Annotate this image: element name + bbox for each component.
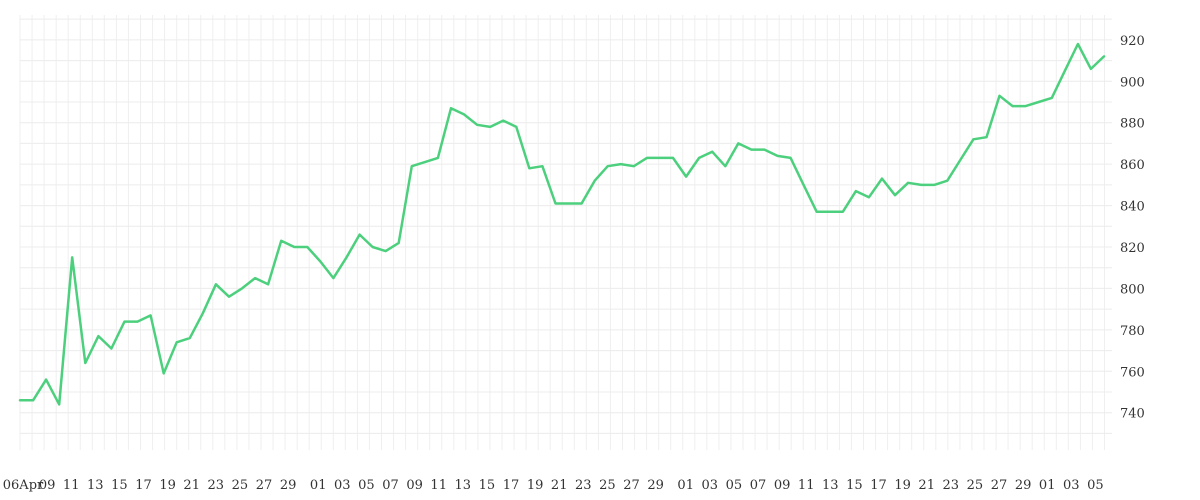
x-tick-label: 17 (503, 478, 520, 493)
x-tick-label: 13 (455, 478, 472, 493)
x-tick-label: 03 (334, 478, 351, 493)
x-tick-label: 01 (677, 478, 694, 493)
x-tick-label: 25 (967, 478, 984, 493)
x-tick-label: 29 (647, 478, 664, 493)
x-tick-label: 09 (39, 478, 56, 493)
x-tick-label: 13 (87, 478, 104, 493)
x-tick-label: 27 (623, 478, 640, 493)
y-tick-label: 840 (1120, 200, 1145, 215)
x-tick-label: 11 (63, 478, 80, 493)
y-tick-label: 860 (1120, 158, 1145, 173)
y-tick-label: 780 (1120, 324, 1145, 339)
x-tick-label: 17 (135, 478, 152, 493)
x-tick-label: 23 (943, 478, 960, 493)
x-tick-label: 29 (280, 478, 297, 493)
x-tick-label: 03 (702, 478, 719, 493)
y-tick-label: 880 (1120, 117, 1145, 132)
x-tick-label: 05 (358, 478, 375, 493)
x-tick-label: 05 (1087, 478, 1104, 493)
x-tick-label: 21 (551, 478, 568, 493)
y-tick-label: 740 (1120, 407, 1145, 422)
x-tick-label: 09 (406, 478, 423, 493)
x-tick-label: 25 (232, 478, 249, 493)
x-tick-label: 19 (894, 478, 911, 493)
x-tick-label: 23 (575, 478, 592, 493)
y-tick-label: 900 (1120, 75, 1145, 90)
x-tick-label: 06Apr (3, 478, 44, 493)
x-tick-label: 13 (822, 478, 839, 493)
x-tick-label: 29 (1015, 478, 1032, 493)
x-tick-label: 21 (183, 478, 200, 493)
x-tick-label: 01 (310, 478, 327, 493)
series-layer (18, 42, 1106, 406)
y-tick-label: 760 (1120, 365, 1145, 380)
y-axis: 740 760 780 800 820 840 860 880 900 920 (1120, 34, 1145, 422)
x-tick-label: 19 (159, 478, 176, 493)
x-tick-label: 17 (870, 478, 887, 493)
x-tick-label: 21 (918, 478, 935, 493)
x-tick-label: 07 (382, 478, 399, 493)
y-tick-label: 800 (1120, 282, 1145, 297)
x-tick-label: 27 (991, 478, 1008, 493)
y-tick-label: 820 (1120, 241, 1145, 256)
x-tick-label: 11 (798, 478, 815, 493)
x-tick-label: 07 (750, 478, 767, 493)
x-tick-label: 11 (430, 478, 447, 493)
x-tick-label: 23 (208, 478, 225, 493)
x-tick-label: 27 (256, 478, 273, 493)
grid (19, 15, 1112, 450)
x-tick-label: 01 (1039, 478, 1056, 493)
x-tick-label: 15 (111, 478, 128, 493)
x-tick-label: 25 (599, 478, 616, 493)
x-tick-label: 15 (846, 478, 863, 493)
series-line (18, 42, 1106, 406)
x-tick-label: 19 (527, 478, 544, 493)
x-tick-label: 15 (479, 478, 496, 493)
x-tick-label: 05 (726, 478, 743, 493)
x-tick-label: 03 (1063, 478, 1080, 493)
x-tick-label: 09 (774, 478, 791, 493)
y-tick-label: 920 (1120, 34, 1145, 49)
